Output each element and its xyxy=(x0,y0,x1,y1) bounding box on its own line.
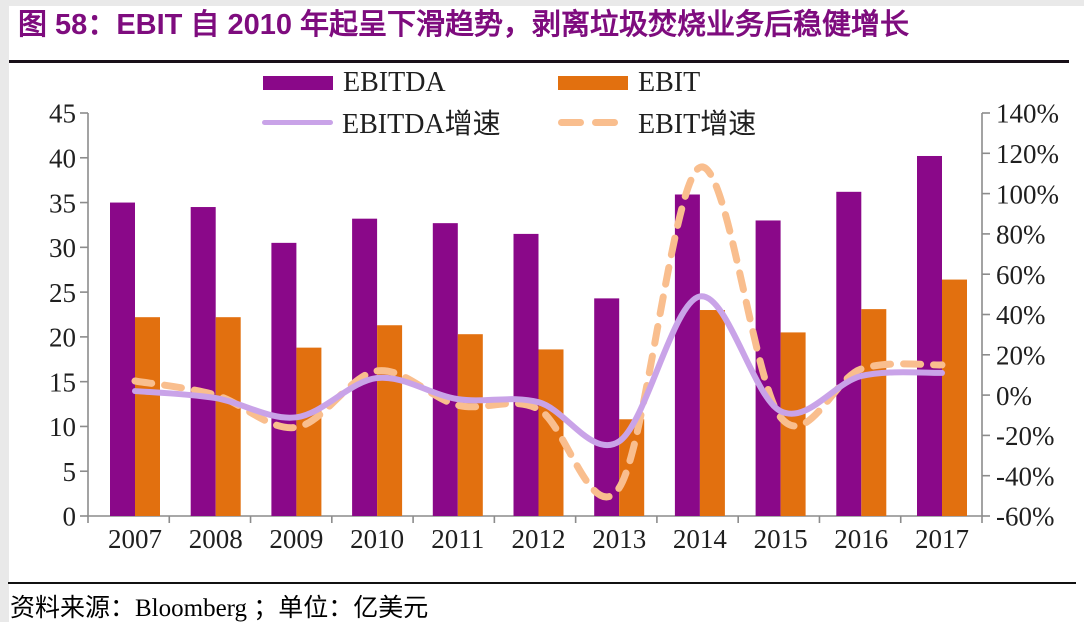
right-axis-tick-label: 0% xyxy=(996,381,1032,411)
ebit-bar xyxy=(135,317,160,516)
ebitda-bar xyxy=(352,218,378,517)
legend-label-ebit: EBIT xyxy=(638,67,701,98)
x-axis-year-label: 2007 xyxy=(108,524,162,554)
legend-label-ebitda-growth: EBITDA增速 xyxy=(342,109,501,140)
ebitda-growth-line-swatch xyxy=(262,119,333,125)
left-axis-tick-label: 0 xyxy=(63,502,77,532)
page-edge-top xyxy=(0,0,1084,6)
legend-item-ebitda: EBITDA xyxy=(263,67,446,98)
ebit-bar xyxy=(296,347,322,516)
ebit-bar xyxy=(215,317,241,516)
ebit-bar xyxy=(538,349,564,516)
legend-item-ebitda-growth: EBITDA增速 xyxy=(262,107,501,140)
figure-title: 图 58：EBIT 自 2010 年起呈下滑趋势，剥离垃圾焚烧业务后稳健增长 xyxy=(18,9,910,41)
left-axis-tick-label: 40 xyxy=(49,143,76,173)
ebitda-bar xyxy=(432,223,458,517)
legend-item-ebit-growth: EBIT增速 xyxy=(558,107,756,140)
ebit-bar xyxy=(457,334,483,516)
axis-labels: 0 5 10 15 20 25 30 35 40 45 -60% -40% -20% 0% 20% 40% 60… xyxy=(49,99,1059,554)
x-axis-year-label: 2012 xyxy=(512,524,566,554)
right-axis-tick-label: 20% xyxy=(996,341,1046,371)
right-axis-tick-label: 40% xyxy=(996,300,1046,330)
legend-label-ebit-growth: EBIT增速 xyxy=(638,109,757,140)
ebitda-bar xyxy=(917,155,942,516)
ebit-bar xyxy=(699,310,725,516)
ebitda-bar xyxy=(674,194,700,517)
x-axis-year-label: 2010 xyxy=(350,524,404,554)
left-axis-tick-label: 15 xyxy=(49,367,76,397)
x-axis-year-label: 2011 xyxy=(431,524,484,554)
ebitda-bar-swatch xyxy=(263,76,333,90)
x-axis-year-label: 2009 xyxy=(269,524,323,554)
source-note: 资料来源：Bloomberg ；单位：亿美元 xyxy=(10,595,429,622)
right-axis-tick-label: -20% xyxy=(996,421,1054,451)
ebit-bar-swatch xyxy=(558,76,628,90)
right-axis-tick-label: 120% xyxy=(996,139,1059,169)
x-axis-year-label: 2015 xyxy=(754,524,808,554)
right-axis-tick-label: 80% xyxy=(996,220,1046,250)
ebitda-bar xyxy=(594,298,620,516)
page-edge-left xyxy=(0,0,9,622)
legend-label-ebitda: EBITDA xyxy=(343,67,446,98)
ebitda-bar xyxy=(190,207,216,517)
ebit-bar xyxy=(861,309,887,516)
right-axis-tick-label: 100% xyxy=(996,179,1059,209)
left-axis-tick-label: 25 xyxy=(49,278,76,308)
ebitda-bar xyxy=(836,191,862,516)
left-axis-tick-label: 35 xyxy=(49,188,76,218)
ebitda-growth-line xyxy=(132,293,945,449)
left-axis-tick-label: 5 xyxy=(63,457,77,487)
right-axis-tick-label: 60% xyxy=(996,260,1046,290)
title-divider xyxy=(9,60,1069,63)
ebitda-bar xyxy=(271,242,297,516)
legend-item-ebit: EBIT xyxy=(558,67,701,98)
ebit-bar xyxy=(377,325,403,516)
ebit-growth-line xyxy=(131,163,946,501)
x-axis-year-label: 2008 xyxy=(189,524,243,554)
right-axis-tick-label: -60% xyxy=(996,502,1054,532)
ebit-bar xyxy=(942,279,967,516)
left-axis-tick-label: 45 xyxy=(49,99,76,129)
ebitda-bar xyxy=(110,202,135,517)
right-axis-tick-label: 140% xyxy=(996,99,1059,129)
left-axis-tick-label: 20 xyxy=(49,323,76,353)
left-axis-tick-label: 10 xyxy=(49,412,76,442)
ebit-bar xyxy=(619,419,645,516)
ebitda-bar xyxy=(513,233,539,516)
ebit-growth-dash-swatch xyxy=(558,118,584,126)
right-axis-tick-label: -40% xyxy=(996,461,1054,491)
x-axis-year-label: 2017 xyxy=(915,524,969,554)
bar-series xyxy=(110,155,967,517)
source-divider xyxy=(8,582,1076,584)
x-axis-year-label: 2016 xyxy=(834,524,888,554)
x-axis-year-label: 2014 xyxy=(673,524,728,554)
x-axis-year-label: 2013 xyxy=(592,524,646,554)
ebit-growth-dash-swatch xyxy=(592,118,618,126)
left-axis-tick-label: 30 xyxy=(49,233,76,263)
